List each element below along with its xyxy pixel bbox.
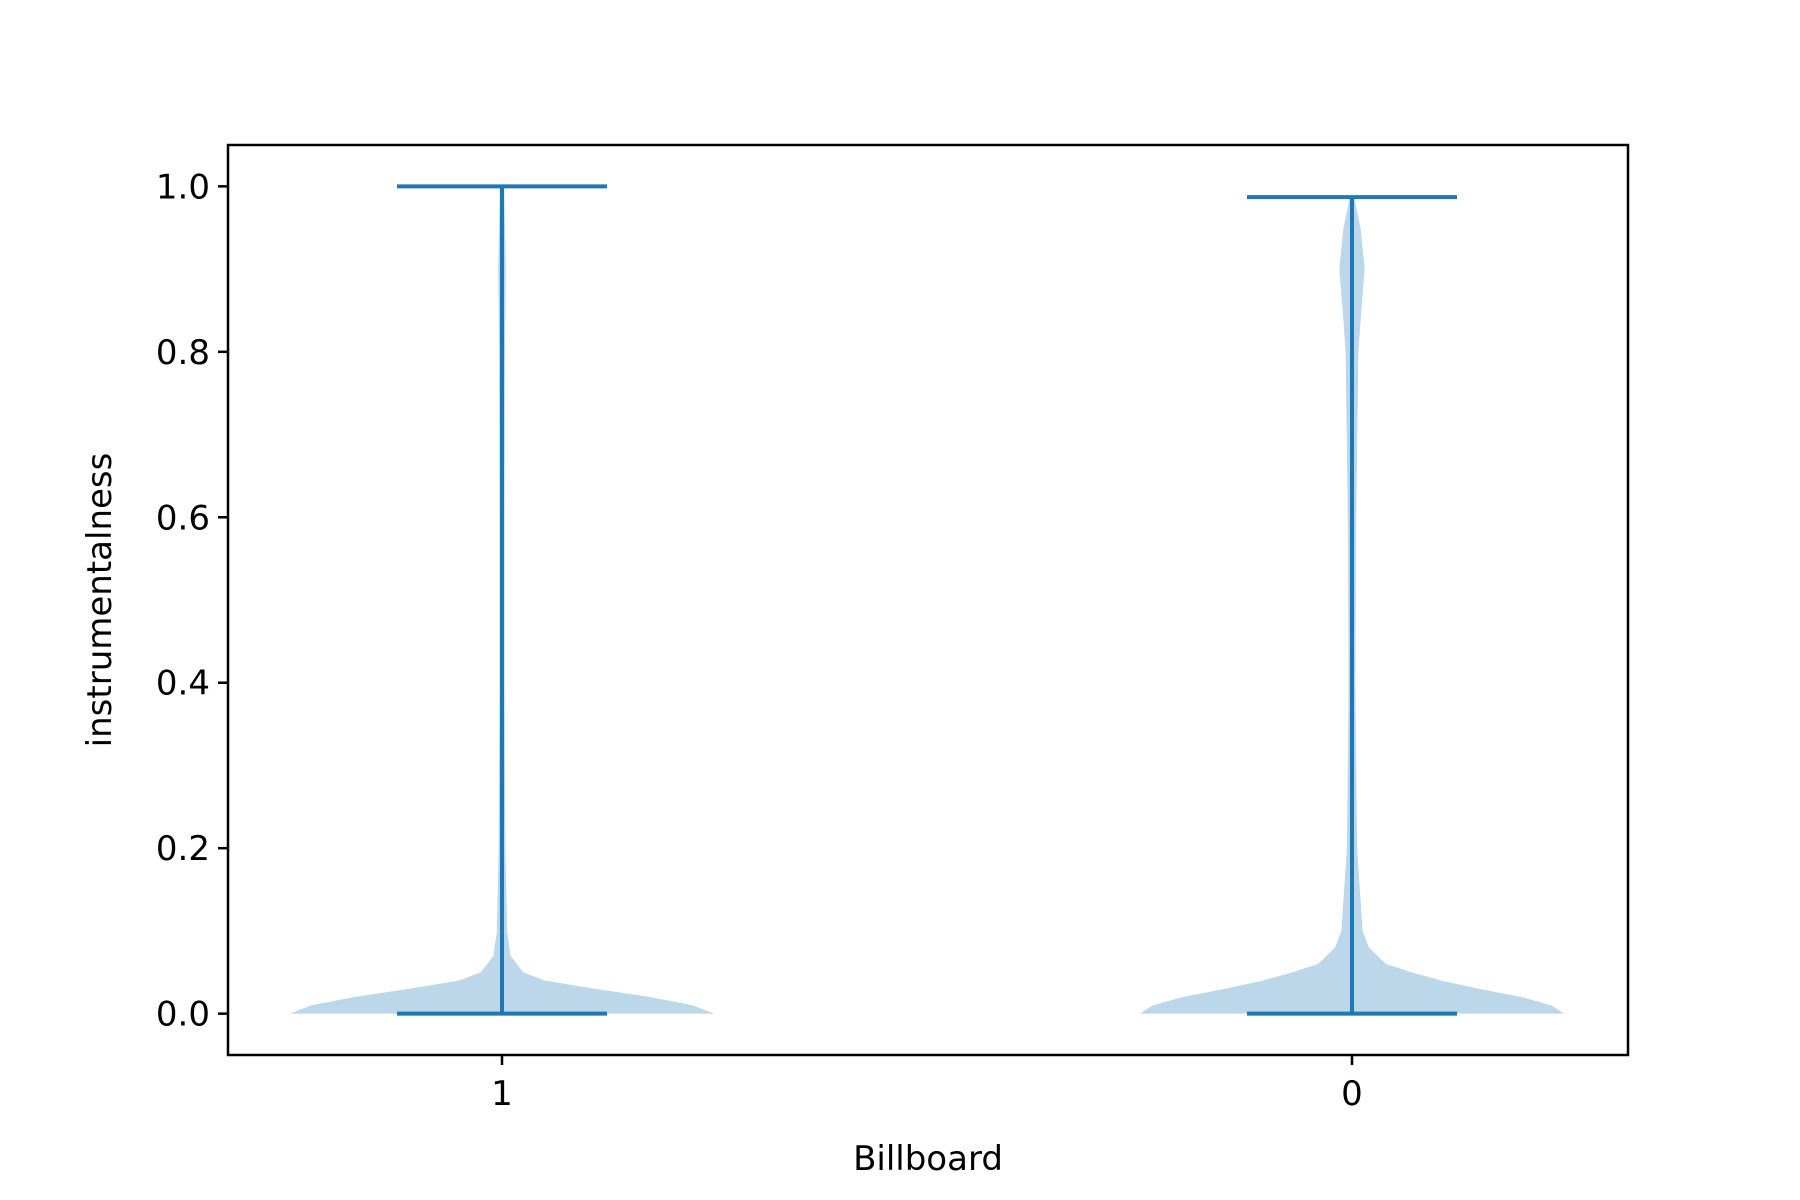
violin-group-1 <box>290 184 714 1016</box>
y-tick-label: 1.0 <box>156 167 210 207</box>
x-axis-label: Billboard <box>853 1139 1003 1179</box>
y-axis-label: instrumentalness <box>80 453 120 748</box>
y-tick-label: 0.8 <box>156 333 210 373</box>
x-tick-label: 0 <box>1341 1074 1363 1114</box>
y-tick-label: 0.6 <box>156 498 210 538</box>
x-tick-label: 1 <box>491 1074 513 1114</box>
y-tick-label: 0.2 <box>156 829 210 869</box>
y-axis: 0.0 0.2 0.4 0.6 0.8 1.0 <box>156 167 228 1035</box>
plot-area <box>290 184 1564 1016</box>
violin-group-0 <box>1140 195 1564 1016</box>
y-tick-label: 0.4 <box>156 664 210 704</box>
axes-frame <box>226 143 1630 1057</box>
y-tick-label: 0.0 <box>156 995 210 1035</box>
